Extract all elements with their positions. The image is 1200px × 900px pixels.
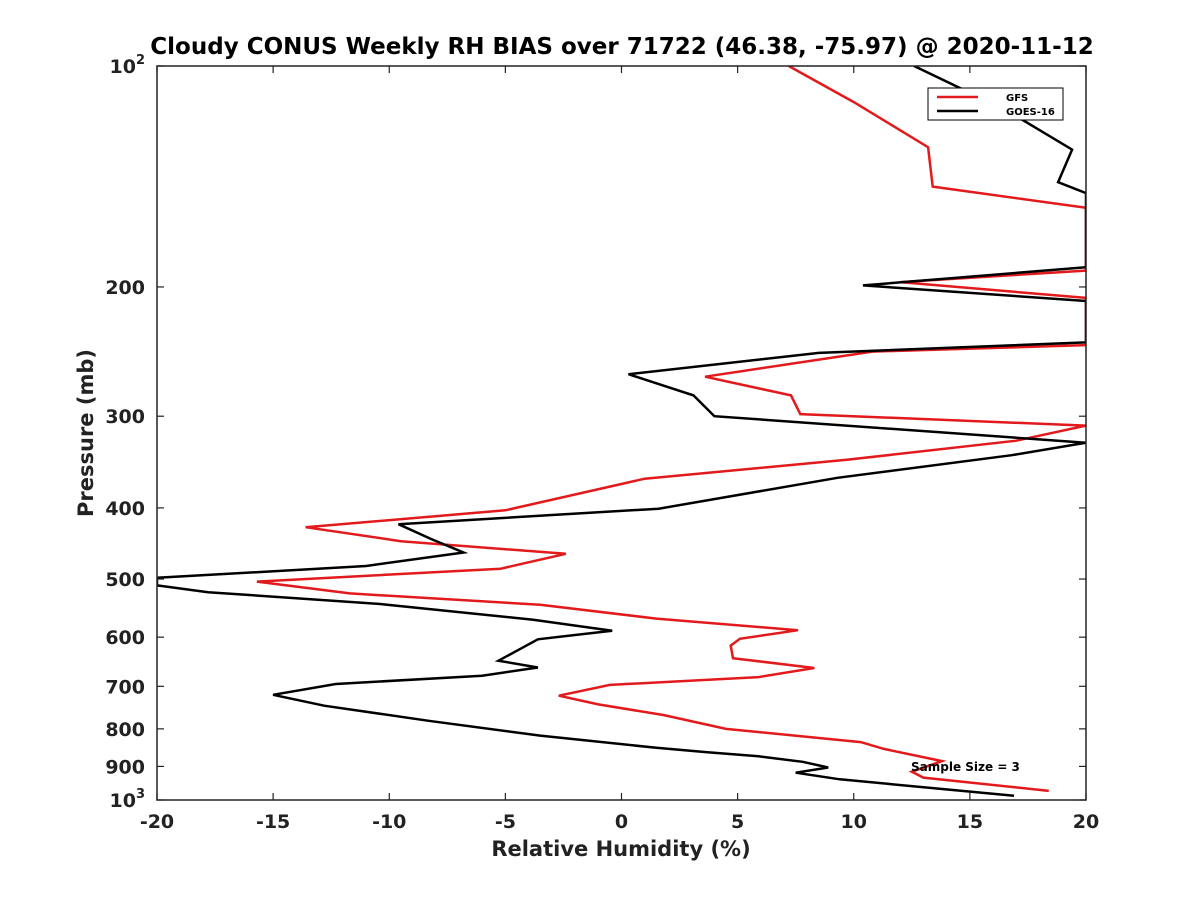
chart-title: Cloudy CONUS Weekly RH BIAS over 71722 (… bbox=[150, 34, 1093, 60]
legend: GFS GOES-16 bbox=[927, 87, 1064, 121]
x-tick-label: 20 bbox=[1073, 811, 1099, 833]
x-axis-label: Relative Humidity (%) bbox=[491, 837, 750, 861]
y-axis: 102 200 300 400 500 600 700 800 900 103 bbox=[105, 53, 1086, 812]
y-tick-label: 300 bbox=[105, 406, 145, 428]
x-tick-label: -15 bbox=[256, 811, 290, 833]
y-tick-label: 800 bbox=[105, 719, 145, 741]
legend-label-goes16: GOES-16 bbox=[1006, 107, 1055, 118]
legend-label-gfs: GFS bbox=[1006, 93, 1028, 104]
series-line-goes16 bbox=[157, 66, 1086, 798]
series-line-gfs bbox=[256, 66, 1086, 793]
x-tick-label: -20 bbox=[140, 811, 174, 833]
x-tick-label: 15 bbox=[957, 811, 983, 833]
x-tick-label: 10 bbox=[841, 811, 867, 833]
x-axis: -20 -15 -10 -5 0 5 10 15 20 bbox=[140, 66, 1099, 833]
sample-size-annotation: Sample Size = 3 bbox=[911, 760, 1020, 774]
y-tick-label: 200 bbox=[105, 277, 145, 299]
series-layer bbox=[157, 66, 1086, 798]
y-tick-label: 500 bbox=[105, 569, 145, 591]
legend-box bbox=[927, 87, 1064, 121]
x-tick-label: 5 bbox=[731, 811, 744, 833]
x-tick-label: -10 bbox=[372, 811, 406, 833]
y-tick-label: 102 bbox=[110, 53, 146, 78]
y-axis-label: Pressure (mb) bbox=[74, 349, 98, 517]
x-tick-label: 0 bbox=[615, 811, 628, 833]
y-tick-label: 400 bbox=[105, 498, 145, 520]
y-tick-label: 600 bbox=[105, 627, 145, 649]
y-tick-label: 103 bbox=[110, 787, 146, 812]
x-tick-label: -5 bbox=[495, 811, 516, 833]
y-tick-label: 900 bbox=[105, 756, 145, 778]
y-tick-label: 700 bbox=[105, 676, 145, 698]
